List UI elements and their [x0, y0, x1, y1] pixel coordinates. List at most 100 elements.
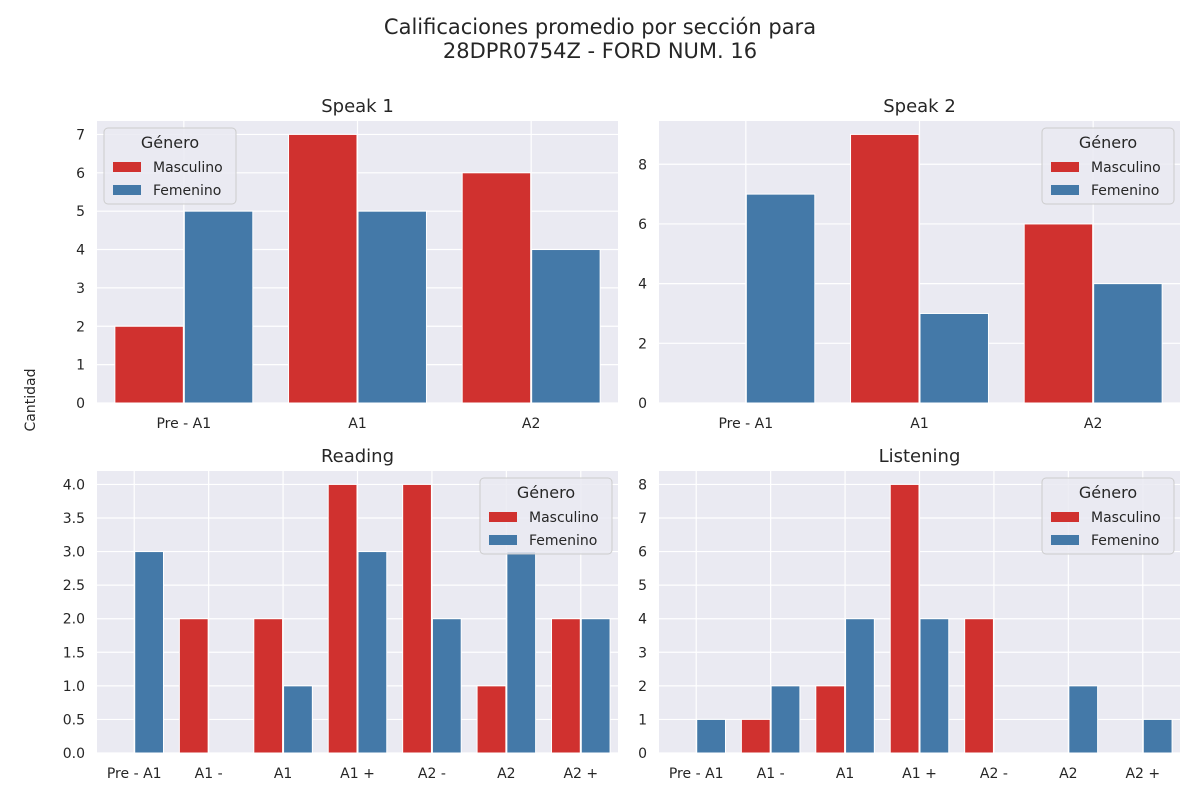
bar-masculino-1	[288, 133, 358, 404]
y-tick-label: 8	[638, 477, 647, 493]
y-tick-label: 2	[638, 679, 647, 695]
bar-femenino-6	[580, 618, 611, 754]
y-tick-label: 3	[76, 281, 85, 297]
bar-masculino-2	[253, 618, 284, 754]
y-tick-label: 1	[76, 358, 85, 374]
bar-femenino-0	[745, 193, 816, 404]
y-tick-label: 3	[638, 645, 647, 661]
subplot-1: 0 2 4 6 8 Pre - A1 A1 A2 Speak 2 Género Masculino F…	[638, 96, 1180, 432]
x-tick-label: A1 +	[340, 766, 375, 782]
bar-femenino-1	[770, 685, 801, 754]
bar-masculino-3	[327, 483, 358, 754]
x-tick-label: A1 +	[902, 766, 937, 782]
y-tick-label: 7	[76, 127, 85, 143]
bar-femenino-3	[357, 551, 388, 754]
y-tick-label: 8	[638, 157, 647, 173]
legend: Género Masculino Femenino	[479, 477, 613, 555]
bar-masculino-3	[889, 483, 920, 754]
y-tick-label: 6	[638, 217, 647, 233]
y-tick-label: 5	[638, 578, 647, 594]
y-tick-label: 7	[638, 511, 647, 527]
y-tick-label: 3.5	[63, 511, 85, 527]
x-tick-label: A1	[836, 766, 854, 782]
figure-title-line-2: 28DPR0754Z - FORD NUM. 16	[442, 39, 758, 63]
y-tick-label: 2	[638, 336, 647, 352]
bar-masculino-4	[964, 618, 994, 754]
y-tick-label: 0.5	[63, 712, 85, 728]
y-tick-label: 6	[76, 166, 85, 182]
bar-femenino-2	[531, 249, 601, 404]
x-tick-label: A2	[497, 766, 515, 782]
legend: Género Masculino Femenino	[1041, 477, 1175, 555]
x-tick-label: Pre - A1	[156, 416, 211, 432]
x-tick-label: Pre - A1	[107, 766, 162, 782]
x-tick-label: A2 -	[980, 766, 1008, 782]
legend: Género Masculino Femenino	[1041, 127, 1175, 205]
y-tick-label: 0	[76, 396, 85, 412]
legend-label-femenino: Femenino	[529, 533, 597, 549]
bar-masculino-6	[551, 618, 581, 754]
y-tick-label: 4.0	[63, 477, 85, 493]
bar-femenino-2	[845, 618, 875, 754]
legend-swatch-femenino	[1051, 185, 1079, 195]
legend-title: Género	[1079, 133, 1137, 152]
bar-femenino-0	[183, 210, 254, 404]
y-tick-label: 5	[76, 204, 85, 220]
y-tick-label: 2.5	[63, 578, 85, 594]
legend-label-femenino: Femenino	[153, 183, 221, 199]
x-tick-label: A2 +	[563, 766, 598, 782]
x-tick-label: A1	[910, 416, 928, 432]
figure-title-line-1: Calificaciones promedio por sección para	[383, 15, 817, 39]
bar-femenino-2	[1093, 283, 1163, 404]
bar-femenino-1	[919, 312, 989, 404]
y-tick-label: 2	[76, 319, 85, 335]
bar-masculino-1	[850, 133, 920, 404]
legend-title: Género	[517, 483, 575, 502]
legend-swatch-masculino	[113, 162, 141, 172]
legend-swatch-masculino	[1051, 162, 1079, 172]
y-tick-label: 0	[638, 746, 647, 762]
bar-femenino-0	[134, 551, 164, 754]
bar-masculino-2	[1023, 223, 1094, 404]
bar-masculino-5	[476, 685, 507, 754]
bar-masculino-2	[815, 685, 846, 754]
y-tick-label: 4	[76, 243, 85, 259]
bar-masculino-1	[740, 718, 771, 754]
bar-femenino-0	[696, 718, 726, 754]
legend-swatch-femenino	[489, 535, 517, 545]
y-tick-label: 2.0	[63, 612, 85, 628]
subplot-3: 0 1 2 3 4 5 6 7 8 Pre - A1 A1 - A1 A1 + A2 - A2 A2 + Lis…	[638, 446, 1180, 782]
x-tick-label: A1	[348, 416, 366, 432]
subplot-title: Speak 2	[883, 96, 956, 117]
subplot-title: Speak 1	[321, 96, 394, 117]
bar-masculino-2	[461, 172, 532, 404]
legend-label-masculino: Masculino	[153, 160, 223, 176]
bar-femenino-5	[1068, 685, 1099, 754]
x-tick-label: A2 -	[418, 766, 446, 782]
legend-label-femenino: Femenino	[1091, 183, 1159, 199]
legend-swatch-masculino	[1051, 512, 1079, 522]
bar-femenino-6	[1142, 718, 1173, 754]
x-tick-label: A1 -	[195, 766, 223, 782]
y-tick-label: 0.0	[63, 746, 85, 762]
bar-masculino-0	[114, 325, 184, 404]
legend-title: Género	[141, 133, 199, 152]
bar-femenino-1	[357, 210, 427, 404]
legend-swatch-femenino	[113, 185, 141, 195]
legend: Género Masculino Femenino	[103, 127, 237, 205]
y-tick-label: 1.5	[63, 645, 85, 661]
bar-masculino-1	[178, 618, 209, 754]
bar-femenino-2	[283, 685, 313, 754]
x-tick-label: A2	[1059, 766, 1077, 782]
legend-swatch-masculino	[489, 512, 517, 522]
bar-femenino-5	[506, 551, 537, 754]
x-tick-label: A2	[522, 416, 540, 432]
y-tick-label: 0	[638, 396, 647, 412]
x-tick-label: Pre - A1	[718, 416, 773, 432]
x-tick-label: A2	[1084, 416, 1102, 432]
legend-title: Género	[1079, 483, 1137, 502]
legend-label-masculino: Masculino	[529, 510, 599, 526]
y-tick-label: 6	[638, 545, 647, 561]
legend-label-femenino: Femenino	[1091, 533, 1159, 549]
